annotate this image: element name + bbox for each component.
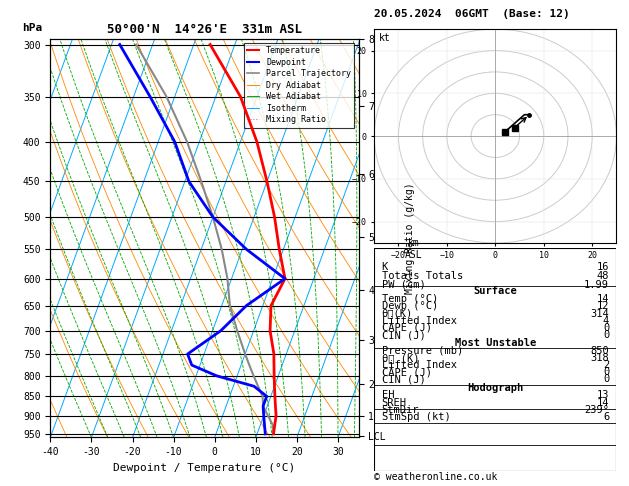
Text: Dewp (°C): Dewp (°C) xyxy=(382,301,438,312)
Text: Surface: Surface xyxy=(474,286,517,296)
Text: EH: EH xyxy=(382,390,394,400)
Text: PW (cm): PW (cm) xyxy=(382,280,425,290)
Text: Temp (°C): Temp (°C) xyxy=(382,295,438,304)
Text: 239°: 239° xyxy=(584,405,609,415)
Text: 20.05.2024  06GMT  (Base: 12): 20.05.2024 06GMT (Base: 12) xyxy=(374,9,570,19)
Text: 6: 6 xyxy=(603,412,609,422)
Text: 0: 0 xyxy=(603,323,609,333)
Text: 0: 0 xyxy=(603,330,609,340)
Text: 14: 14 xyxy=(597,398,609,408)
Text: 16: 16 xyxy=(597,262,609,272)
Text: 13: 13 xyxy=(597,390,609,400)
Text: Totals Totals: Totals Totals xyxy=(382,271,463,281)
Text: θᴇ (K): θᴇ (K) xyxy=(382,353,419,363)
Text: 48: 48 xyxy=(597,271,609,281)
Text: CAPE (J): CAPE (J) xyxy=(382,323,431,333)
Text: Hodograph: Hodograph xyxy=(467,382,523,393)
Text: 314: 314 xyxy=(591,309,609,319)
Text: 1.99: 1.99 xyxy=(584,280,609,290)
Text: Mixing Ratio (g/kg): Mixing Ratio (g/kg) xyxy=(405,182,415,294)
Text: Lifted Index: Lifted Index xyxy=(382,360,457,370)
Text: kt: kt xyxy=(379,34,391,43)
Legend: Temperature, Dewpoint, Parcel Trajectory, Dry Adiabat, Wet Adiabat, Isotherm, Mi: Temperature, Dewpoint, Parcel Trajectory… xyxy=(243,43,354,128)
Text: © weatheronline.co.uk: © weatheronline.co.uk xyxy=(374,472,498,482)
Title: 50°00'N  14°26'E  331m ASL: 50°00'N 14°26'E 331m ASL xyxy=(107,23,302,36)
Y-axis label: km
ASL: km ASL xyxy=(405,238,423,260)
Text: θᴇ(K): θᴇ(K) xyxy=(382,309,413,319)
Text: 0: 0 xyxy=(603,374,609,384)
Text: 4: 4 xyxy=(603,316,609,326)
Text: Pressure (mb): Pressure (mb) xyxy=(382,346,463,356)
Text: 318: 318 xyxy=(591,353,609,363)
Text: 12: 12 xyxy=(597,301,609,312)
Text: CIN (J): CIN (J) xyxy=(382,374,425,384)
Text: 0: 0 xyxy=(603,367,609,377)
Text: 2: 2 xyxy=(603,360,609,370)
Text: StmDir: StmDir xyxy=(382,405,419,415)
X-axis label: Dewpoint / Temperature (°C): Dewpoint / Temperature (°C) xyxy=(113,463,296,473)
Text: Most Unstable: Most Unstable xyxy=(455,338,536,348)
Text: 850: 850 xyxy=(591,346,609,356)
Text: StmSpd (kt): StmSpd (kt) xyxy=(382,412,450,422)
Text: Lifted Index: Lifted Index xyxy=(382,316,457,326)
Text: CIN (J): CIN (J) xyxy=(382,330,425,340)
Text: CAPE (J): CAPE (J) xyxy=(382,367,431,377)
Text: hPa: hPa xyxy=(23,23,43,33)
Text: K: K xyxy=(382,262,387,272)
Text: SREH: SREH xyxy=(382,398,406,408)
Text: 14: 14 xyxy=(597,295,609,304)
